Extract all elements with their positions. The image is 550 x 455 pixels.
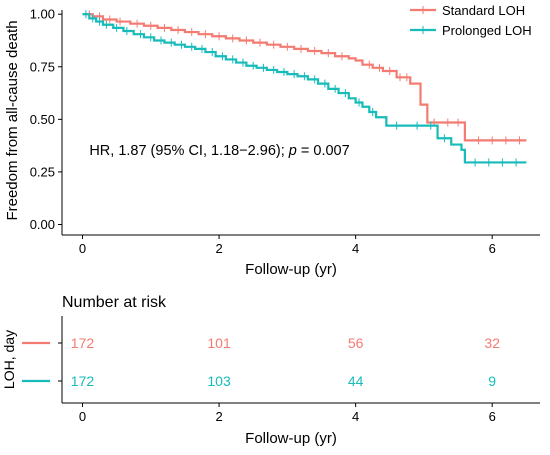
y-tick-label: 0.75 [30,59,55,74]
survival-curve [82,13,527,142]
x-tick-label: 6 [489,241,496,256]
risk-row: 172 101 56 32 [22,335,500,351]
y-tick-label: 0.00 [30,217,55,232]
hr-annotation-suffix: = 0.007 [297,143,350,159]
risk-row-label: LOH, day [1,330,17,389]
risk-x-tick-label: 6 [489,409,496,424]
hr-annotation-p: p [288,143,297,159]
risk-count: 101 [207,335,231,351]
risk-row: 172 103 44 9 [22,373,496,389]
survival-curve [82,13,527,164]
legend-item: Standard LOH [410,3,525,18]
y-tick-label: 0.50 [30,112,55,127]
risk-count: 9 [488,373,496,389]
legend: Standard LOH Prolonged LOH [410,3,532,38]
y-axis-label: Freedom from all-cause death [4,20,21,220]
legend-label: Prolonged LOH [442,23,532,38]
legend-label: Standard LOH [442,3,525,18]
legend-item: Prolonged LOH [410,23,532,38]
risk-count: 44 [348,373,364,389]
risk-x-tick-label: 0 [79,409,86,424]
y-tick-label: 0.25 [30,164,55,179]
x-tick-label: 2 [215,241,222,256]
x-axis-label: Follow-up (yr) [245,261,337,278]
risk-table-title: Number at risk [62,294,167,311]
risk-x-tick-label: 2 [215,409,222,424]
hr-annotation-prefix: HR, 1.87 (95% CI, 1.18−2.96); [89,143,288,159]
series-prolonged-loh [82,10,527,167]
risk-count: 172 [71,335,95,351]
x-tick-label: 0 [79,241,86,256]
y-tick-label: 1.00 [30,7,55,22]
x-tick-label: 4 [352,241,359,256]
risk-count: 172 [71,373,95,389]
risk-count: 56 [348,335,364,351]
risk-x-axis-label: Follow-up (yr) [245,430,337,447]
risk-count: 32 [484,335,500,351]
hr-annotation: HR, 1.87 (95% CI, 1.18−2.96); p = 0.007 [89,143,349,159]
risk-x-tick-label: 4 [352,409,359,424]
risk-count: 103 [207,373,231,389]
